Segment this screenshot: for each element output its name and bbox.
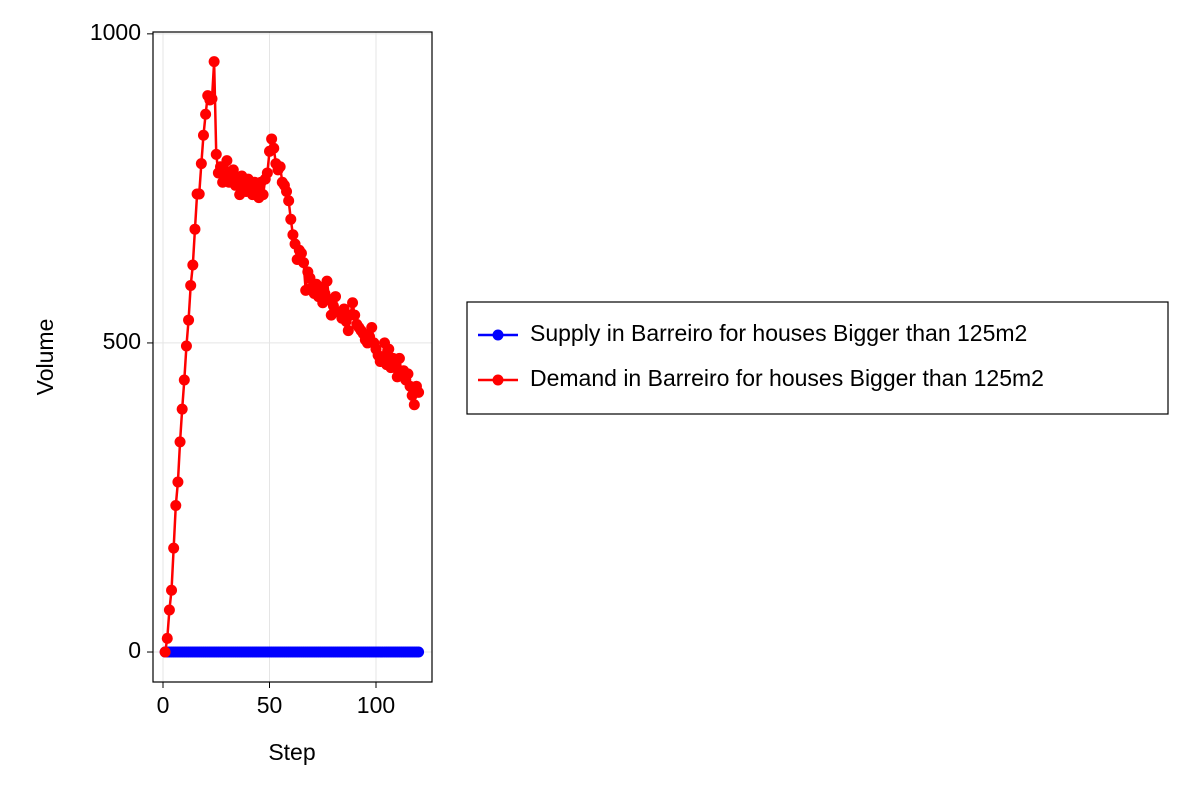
data-point (274, 161, 286, 173)
data-point (342, 325, 354, 337)
legend-label: Supply in Barreiro for houses Bigger tha… (530, 320, 1027, 346)
x-tick-label: 50 (257, 692, 283, 718)
legend-marker (492, 374, 504, 386)
data-point (402, 368, 414, 380)
data-point (172, 476, 184, 488)
data-point (227, 164, 239, 176)
data-point (174, 436, 186, 448)
data-point (261, 167, 273, 179)
data-point (285, 213, 297, 225)
data-point (197, 129, 209, 141)
x-axis-label: Step (268, 739, 315, 765)
data-point (298, 257, 310, 269)
data-point (408, 399, 420, 411)
data-point (176, 403, 188, 415)
data-point (413, 646, 425, 658)
data-point (366, 321, 378, 333)
data-point (208, 56, 220, 68)
data-point (189, 223, 201, 235)
legend-marker (492, 329, 504, 341)
x-tick-label: 100 (357, 692, 395, 718)
data-point (283, 195, 295, 207)
data-point (349, 309, 361, 321)
legend-label: Demand in Barreiro for houses Bigger tha… (530, 365, 1044, 391)
data-point (185, 279, 197, 291)
data-point (166, 584, 178, 596)
data-point (193, 188, 205, 200)
data-point (168, 542, 180, 554)
data-point (206, 93, 218, 105)
data-point (161, 632, 173, 644)
data-point (178, 374, 190, 386)
data-point (170, 500, 182, 512)
legend-box (466, 301, 1169, 415)
y-tick-label: 1000 (90, 19, 141, 45)
data-point (195, 158, 207, 170)
data-point (257, 189, 269, 201)
data-point (383, 343, 395, 355)
y-tick-label: 0 (128, 637, 141, 663)
data-point (268, 142, 280, 154)
data-point (330, 291, 342, 303)
data-point (281, 185, 293, 197)
data-point (295, 247, 307, 259)
data-point (200, 108, 212, 120)
data-point (159, 646, 171, 658)
data-point (163, 604, 175, 616)
data-point (287, 229, 299, 241)
data-point (187, 259, 199, 271)
data-point (180, 340, 192, 352)
x-tick-label: 0 (157, 692, 170, 718)
data-point (321, 275, 333, 287)
data-point (221, 155, 233, 167)
data-point (210, 148, 222, 160)
data-point (183, 314, 195, 326)
data-point (266, 133, 278, 145)
y-tick-label: 500 (103, 328, 141, 354)
data-point (347, 297, 359, 309)
plot-frame (152, 31, 433, 683)
y-axis-label: Volume (32, 319, 58, 396)
data-point (413, 386, 425, 398)
data-point (393, 352, 405, 364)
